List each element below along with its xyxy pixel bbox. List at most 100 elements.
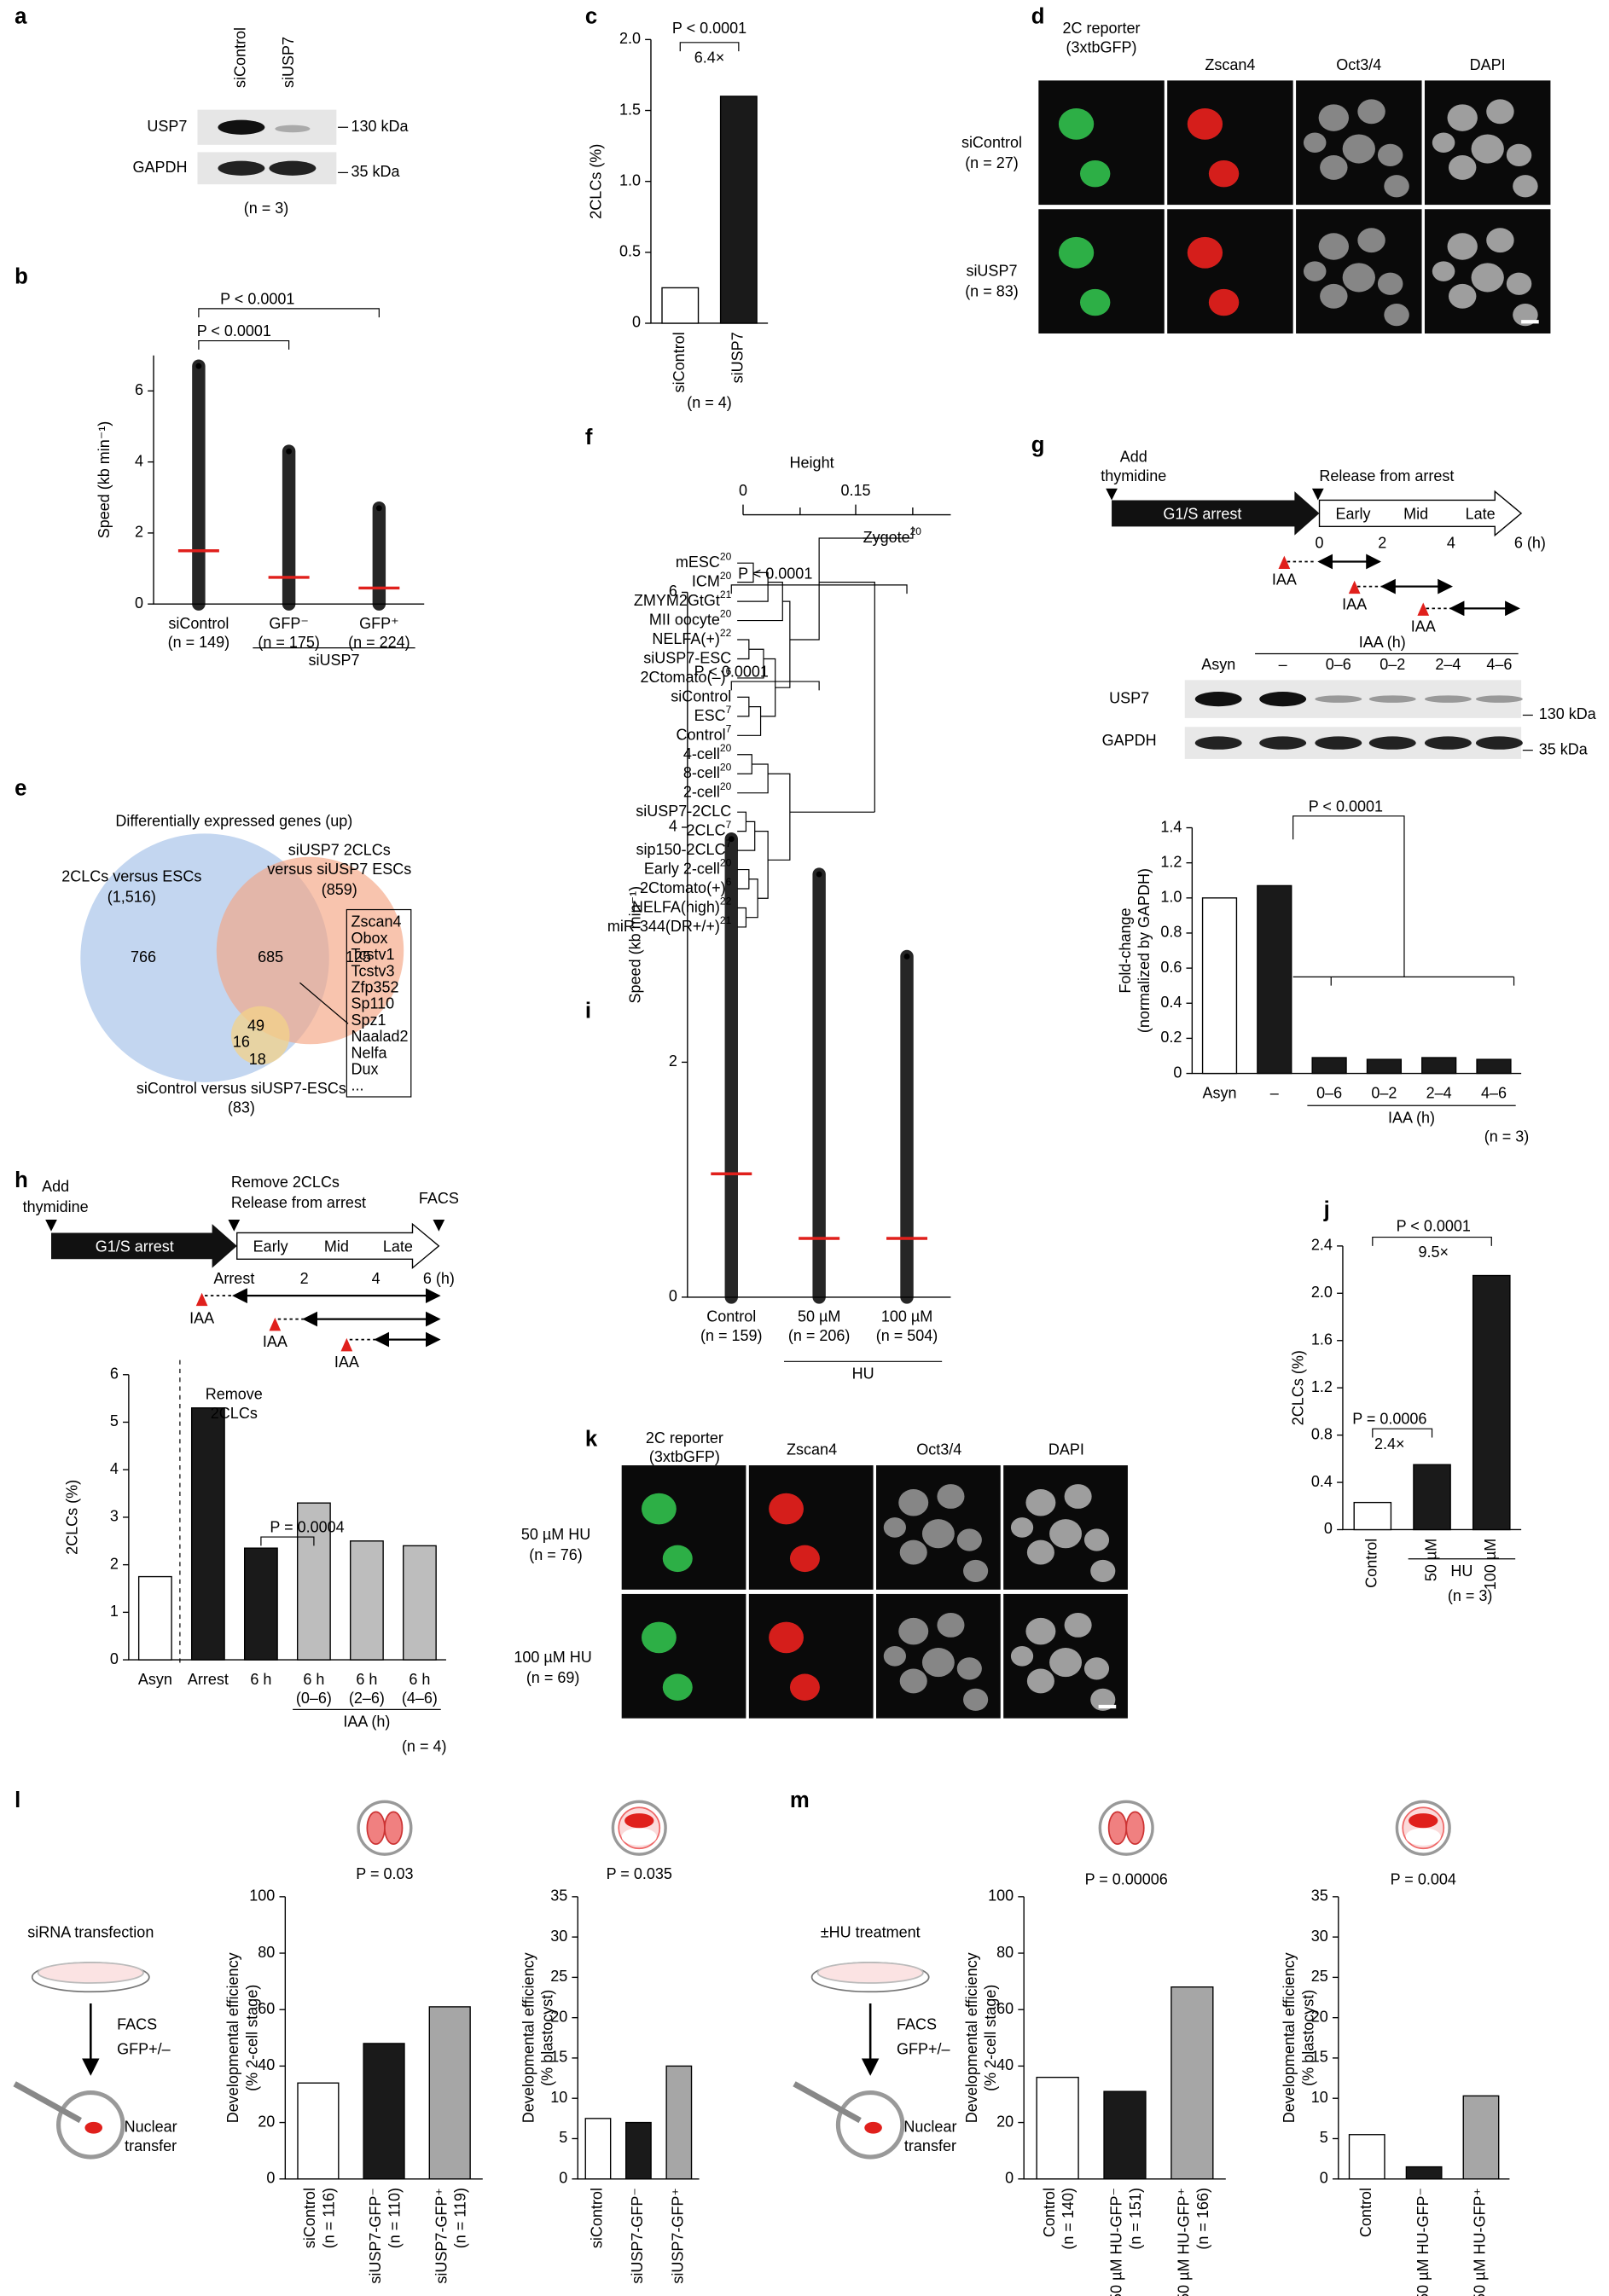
leaf-name: siControl (671, 687, 731, 704)
x-tick-note: (n = 206) (788, 1327, 851, 1344)
region-count: 49 (247, 1017, 264, 1034)
y-tick-label: 35 (550, 1887, 567, 1905)
y-tick-label: 2.0 (1311, 1284, 1333, 1301)
label: Remove 2CLCs (231, 1174, 340, 1191)
column-header: (3xtbGFP) (1066, 38, 1137, 55)
x-tick-label: 6 h (356, 1671, 377, 1688)
cell (1079, 288, 1111, 316)
cell (1083, 1528, 1110, 1551)
x-tick-label: 50 µM HU-GFP⁺ (1472, 2188, 1489, 2296)
annotation: Remove (206, 1386, 263, 1403)
cell (1025, 1617, 1056, 1645)
lane-label: siControl (232, 27, 249, 88)
label: Add (42, 1178, 69, 1195)
embryo-cell (621, 1828, 657, 1846)
cell (1058, 108, 1095, 140)
y-axis-label: Developmental efficiency (224, 1952, 241, 2123)
annotation: P = 0.0006 (1352, 1411, 1426, 1428)
annotation: (n = 4) (402, 1738, 447, 1755)
label: IAA (334, 1354, 359, 1371)
x-tick-label: siUSP7-GFP⁺ (433, 2188, 450, 2284)
x-tick-label: Asyn (138, 1671, 172, 1688)
leaf-name: 2Ctomato(–) (641, 669, 726, 686)
set-label: versus siUSP7 ESCs (267, 861, 411, 878)
x-tick-label: 4–6 (1481, 1084, 1507, 1101)
cell (1320, 154, 1348, 180)
column-header: DAPI (1470, 56, 1506, 73)
leaf-ref: 20 (720, 762, 732, 774)
region-count: 18 (249, 1051, 266, 1068)
leaf-name: ESC (694, 707, 726, 724)
x-tick-label: siUSP7-GFP⁺ (670, 2188, 687, 2284)
bar (1257, 884, 1292, 1075)
x-tick-label: 100 µM (1482, 1539, 1499, 1590)
y-axis-label: (% blastocyst) (1299, 1990, 1316, 2086)
cell (1318, 104, 1350, 131)
x-tick-label: – (1270, 1084, 1279, 1101)
row-label: USP7 (147, 118, 187, 135)
leaf-label: ZMYM2GtGt21 (634, 588, 732, 608)
branch (737, 696, 750, 717)
column-header: 2C reporter (646, 1429, 723, 1447)
y-tick-label: 0 (632, 314, 641, 331)
embryo-cell (1107, 1811, 1128, 1845)
leaf-ref: 22 (720, 627, 732, 639)
branch (768, 773, 791, 861)
micrograph (1038, 80, 1165, 206)
band (1194, 692, 1242, 707)
column-header: Zscan4 (1205, 56, 1255, 73)
row-label: (n = 76) (529, 1546, 583, 1563)
y-tick-label: 0.8 (1311, 1425, 1333, 1442)
y-tick-label: 2 (135, 524, 143, 541)
axis (128, 1374, 446, 1661)
row-label: (n = 69) (526, 1669, 580, 1686)
size-label: 130 kDa (1539, 705, 1597, 722)
cell (963, 1688, 989, 1711)
bar (363, 2043, 405, 2180)
schematic-h: Add thymidine Remove 2CLCs Release from … (23, 1174, 459, 1371)
leaf-name: Early 2-cell (644, 860, 720, 877)
bar (1311, 1057, 1347, 1075)
leaf-label: siUSP7-2CLC (636, 803, 731, 820)
bar (1103, 2090, 1147, 2180)
max-point (903, 954, 910, 960)
chart: 0 2 4 6 Speed (kb min⁻¹) Control (n = 159) 50 µ… (627, 565, 951, 1383)
gene-label: Zscan4 (351, 913, 401, 931)
x-tick-label: siControl (589, 2188, 606, 2248)
bar (625, 2121, 652, 2180)
bracket (1292, 815, 1405, 977)
y-tick-label: 10 (550, 2089, 567, 2106)
leaf-ref: 20 (720, 550, 732, 562)
lane-label: – (1279, 656, 1287, 673)
cell (662, 1673, 693, 1701)
cell (1448, 154, 1477, 180)
micrograph (1167, 209, 1293, 333)
leaf-label: 2Ctomato(–)6 (641, 665, 732, 685)
chart: 0 5 10 15 20 25 30 35 Developmental efficiency (%… (520, 1865, 700, 2284)
band (275, 125, 311, 133)
column-header: Oct3/4 (1336, 56, 1381, 73)
cell (937, 1612, 965, 1638)
bar (428, 2006, 471, 2180)
y-tick-label: 2 (110, 1555, 119, 1572)
branch (775, 600, 791, 688)
annotation: 2.4× (1374, 1435, 1405, 1452)
annotation: P = 0.035 (607, 1865, 672, 1882)
cell (883, 1645, 906, 1667)
leaf-ref: 6 (726, 665, 732, 677)
label: FACS (419, 1190, 459, 1207)
micrograph (1038, 209, 1165, 333)
leaf-label: ICM20 (692, 570, 732, 589)
cell (1377, 272, 1403, 295)
leaf-name: Control (677, 726, 726, 743)
label: Release from arrest (231, 1194, 366, 1211)
x-tick-label: 0–6 (1316, 1084, 1342, 1101)
cell (641, 1493, 677, 1525)
gene-label: Nelfa (351, 1044, 387, 1061)
label: IAA (263, 1333, 288, 1350)
gene-label: Spz1 (351, 1012, 386, 1029)
micrograph (748, 1593, 874, 1719)
x-tick-label: GFP⁻ (269, 615, 309, 632)
label: Mid (324, 1238, 349, 1255)
leaf-name: ZMYM2GtGt (634, 592, 720, 609)
